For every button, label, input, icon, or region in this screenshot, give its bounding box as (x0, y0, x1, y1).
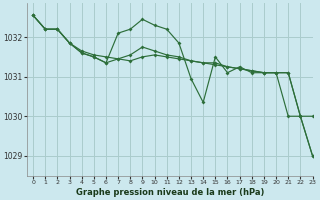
X-axis label: Graphe pression niveau de la mer (hPa): Graphe pression niveau de la mer (hPa) (76, 188, 264, 197)
